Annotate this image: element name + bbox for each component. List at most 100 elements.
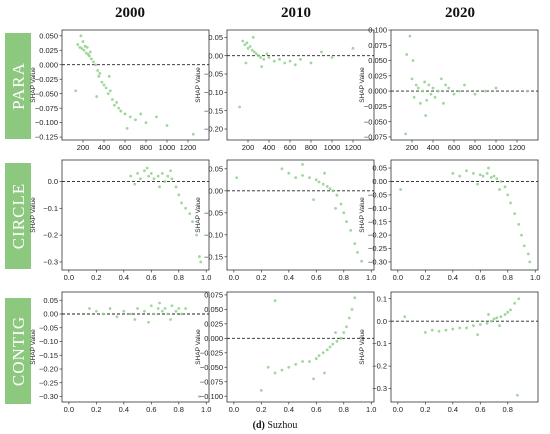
y-tick-label: −0.3 [43, 258, 58, 267]
y-axis-label: SHAP Value [30, 67, 37, 103]
data-point [425, 98, 429, 102]
data-point [84, 51, 88, 55]
y-tick-label: −0.20 [204, 125, 223, 134]
column-title-2010: 2010 [281, 5, 311, 21]
data-point [430, 328, 434, 332]
data-point [442, 101, 445, 105]
data-point [301, 360, 304, 363]
data-point [517, 222, 521, 226]
data-point [136, 307, 139, 310]
data-point [139, 112, 143, 116]
data-point [129, 174, 133, 178]
y-tick-label: 0.05 [208, 164, 223, 173]
data-point [143, 169, 146, 173]
data-point [76, 43, 80, 46]
x-tick-label: 0.4 [448, 273, 458, 282]
data-point [257, 54, 260, 58]
x-tick-label: 0.6 [146, 405, 156, 414]
y-tick-label: 0.050 [368, 56, 387, 65]
data-point [492, 317, 496, 321]
data-point [96, 69, 100, 72]
data-point [325, 348, 329, 352]
data-point [143, 309, 146, 313]
x-tick-label: 0.6 [311, 405, 321, 414]
y-tick-label: −0.20 [39, 365, 58, 374]
x-tick-label: 0.6 [146, 273, 156, 282]
data-point [107, 74, 111, 78]
data-point [149, 172, 153, 175]
data-point [273, 299, 277, 303]
data-point [351, 46, 355, 50]
data-point [177, 193, 181, 197]
row-label-box [5, 298, 31, 404]
data-point [494, 86, 498, 90]
x-tick-label: 1200 [345, 143, 362, 152]
data-point [404, 132, 408, 136]
data-point [158, 185, 161, 189]
data-point [484, 89, 487, 93]
data-point [457, 89, 461, 93]
data-point [408, 34, 412, 38]
x-tick-label: 0.8 [174, 405, 184, 414]
data-point [102, 83, 106, 87]
data-point [246, 46, 250, 50]
data-point [485, 172, 489, 175]
y-tick-label: −0.25 [368, 244, 387, 253]
data-point [125, 127, 129, 130]
data-point [429, 92, 433, 96]
data-point [156, 307, 160, 310]
data-point [323, 171, 326, 175]
row-label-box [5, 163, 31, 269]
data-point [325, 185, 329, 188]
y-tick-label: −0.10 [204, 230, 223, 239]
y-tick-label: 0.0 [48, 177, 58, 186]
data-point [520, 233, 523, 237]
x-tick-label: 400 [427, 143, 440, 152]
x-tick-label: 0.8 [503, 273, 513, 282]
y-tick-label: −0.2 [43, 231, 58, 240]
y-tick-label: −0.075 [200, 377, 223, 386]
data-point [166, 174, 170, 178]
data-point [273, 371, 277, 375]
data-point [526, 89, 529, 93]
x-tick-label: 0.0 [229, 405, 239, 414]
x-tick-label: 0.0 [393, 405, 403, 414]
data-point [350, 307, 354, 311]
x-tick-label: 1000 [324, 143, 341, 152]
data-point [262, 57, 266, 61]
data-point [309, 61, 313, 65]
y-tick-label: −0.050 [364, 117, 387, 126]
column-title-2020: 2020 [445, 5, 475, 21]
data-point [287, 171, 291, 175]
data-point [489, 176, 493, 179]
data-point [74, 89, 78, 93]
row-label-contig: CONTIG [5, 298, 31, 404]
y-tick-label: −0.10 [368, 204, 387, 213]
data-point [472, 172, 475, 175]
data-point [513, 212, 517, 216]
data-point [94, 63, 97, 67]
x-tick-label: 0.6 [311, 273, 321, 282]
data-point [174, 309, 178, 313]
data-point [321, 182, 325, 186]
x-tick-label: 400 [98, 143, 111, 152]
data-point [152, 177, 156, 181]
data-point [83, 44, 87, 48]
data-point [345, 220, 348, 224]
data-point [100, 80, 104, 84]
y-axis-label: SHAP Value [359, 197, 366, 233]
data-point [437, 329, 441, 333]
data-point [472, 324, 475, 328]
subplot-contig-2000: 0.0 0.2 0.4 0.6 0.8 1.0 0.05 0.00 −0.05 −0.10 −0.1… [30, 291, 211, 414]
x-tick-label: 200 [242, 143, 255, 152]
x-tick-label: 600 [448, 143, 461, 152]
data-point [301, 174, 304, 177]
axes-frame [61, 291, 210, 403]
data-point [97, 74, 101, 78]
x-tick-label: 400 [263, 143, 276, 152]
y-tick-label: 0.100 [368, 26, 387, 35]
y-tick-label: 0.000 [204, 334, 223, 343]
y-tick-label: −0.15 [204, 106, 223, 115]
x-tick-label: 0.8 [503, 405, 513, 414]
